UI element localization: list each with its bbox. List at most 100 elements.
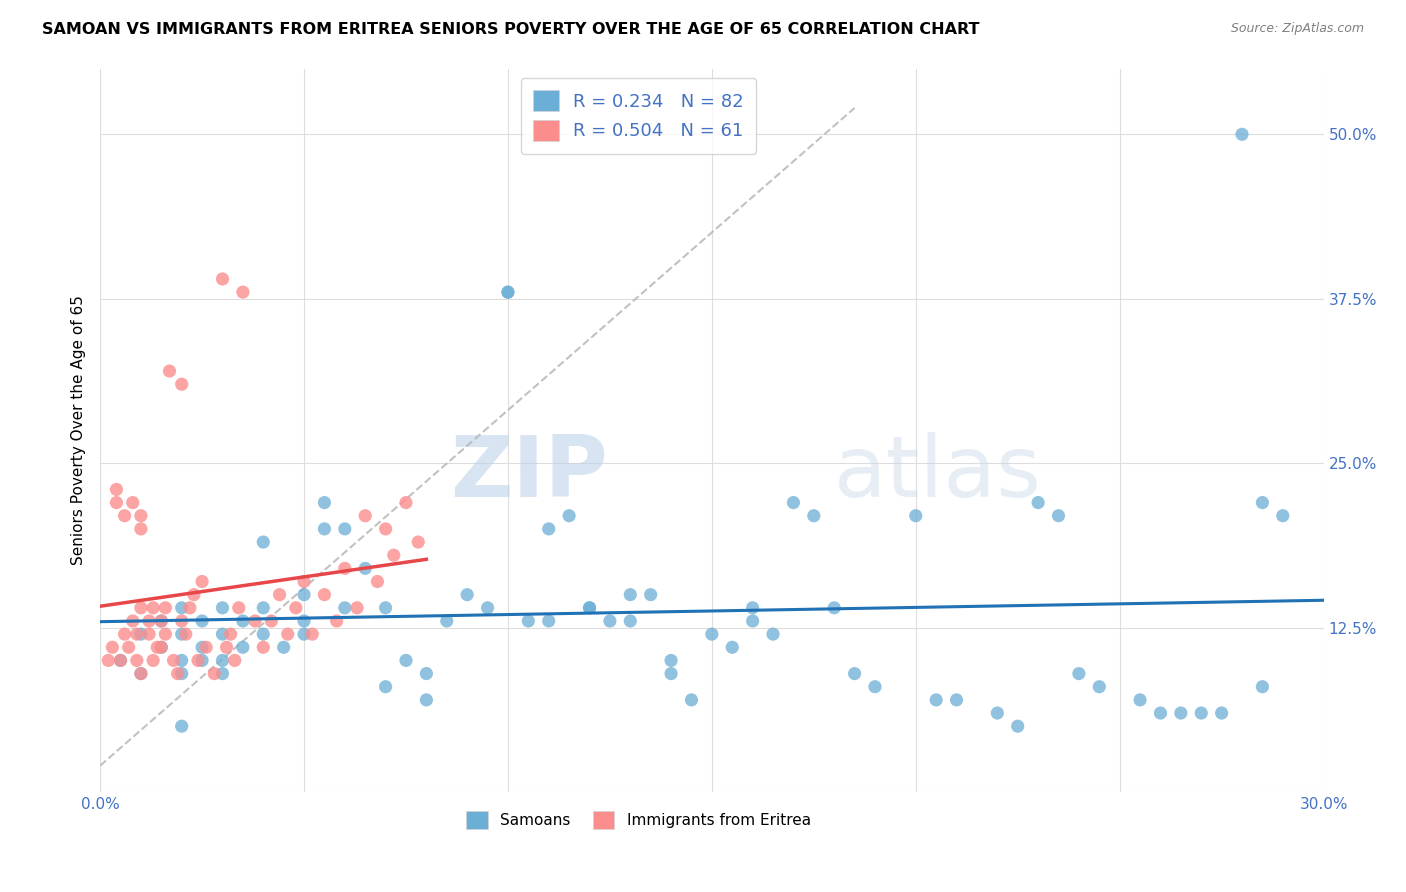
Point: [138, 627, 160, 641]
Point: [121, 614, 143, 628]
Point: [162, 653, 184, 667]
Point: [986, 706, 1008, 720]
Point: [1047, 508, 1070, 523]
Point: [496, 285, 519, 299]
Point: [211, 272, 233, 286]
Point: [558, 508, 581, 523]
Point: [166, 666, 188, 681]
Point: [211, 653, 233, 667]
Point: [97, 653, 120, 667]
Point: [129, 522, 152, 536]
Point: [110, 653, 132, 667]
Point: [762, 627, 785, 641]
Point: [863, 680, 886, 694]
Point: [232, 614, 254, 628]
Point: [224, 653, 246, 667]
Point: [125, 653, 148, 667]
Point: [537, 522, 560, 536]
Point: [228, 600, 250, 615]
Point: [292, 627, 315, 641]
Point: [333, 561, 356, 575]
Point: [187, 653, 209, 667]
Point: [252, 535, 274, 549]
Point: [191, 653, 214, 667]
Point: [174, 627, 197, 641]
Point: [125, 627, 148, 641]
Point: [110, 653, 132, 667]
Point: [1149, 706, 1171, 720]
Point: [260, 614, 283, 628]
Point: [105, 483, 128, 497]
Point: [395, 495, 418, 509]
Point: [150, 640, 173, 655]
Point: [155, 627, 177, 641]
Point: [374, 522, 396, 536]
Point: [232, 640, 254, 655]
Point: [578, 600, 600, 615]
Point: [1211, 706, 1233, 720]
Point: [243, 614, 266, 628]
Point: [374, 600, 396, 615]
Point: [232, 285, 254, 299]
Point: [269, 588, 291, 602]
Point: [129, 627, 152, 641]
Point: [179, 600, 201, 615]
Point: [436, 614, 458, 628]
Point: [314, 588, 336, 602]
Point: [925, 693, 948, 707]
Point: [537, 614, 560, 628]
Point: [1189, 706, 1212, 720]
Point: [150, 614, 173, 628]
Point: [1251, 495, 1274, 509]
Point: [1251, 680, 1274, 694]
Point: [578, 600, 600, 615]
Point: [904, 508, 927, 523]
Point: [1230, 128, 1253, 142]
Point: [142, 600, 165, 615]
Point: [721, 640, 744, 655]
Point: [118, 640, 141, 655]
Point: [346, 600, 368, 615]
Point: [477, 600, 499, 615]
Point: [803, 508, 825, 523]
Y-axis label: Seniors Poverty Over the Age of 65: Seniors Poverty Over the Age of 65: [72, 295, 86, 566]
Point: [292, 614, 315, 628]
Point: [129, 508, 152, 523]
Point: [1170, 706, 1192, 720]
Point: [517, 614, 540, 628]
Point: [121, 495, 143, 509]
Point: [325, 614, 347, 628]
Point: [202, 666, 225, 681]
Point: [211, 666, 233, 681]
Point: [301, 627, 323, 641]
Point: [170, 377, 193, 392]
Point: [741, 600, 763, 615]
Point: [101, 640, 124, 655]
Point: [659, 653, 682, 667]
Point: [105, 495, 128, 509]
Point: [155, 600, 177, 615]
Point: [1067, 666, 1090, 681]
Point: [129, 666, 152, 681]
Point: [219, 627, 242, 641]
Point: [191, 640, 214, 655]
Point: [314, 522, 336, 536]
Point: [284, 600, 307, 615]
Point: [159, 364, 181, 378]
Point: [395, 653, 418, 667]
Point: [142, 653, 165, 667]
Point: [183, 588, 205, 602]
Point: [844, 666, 866, 681]
Point: [191, 614, 214, 628]
Point: [129, 666, 152, 681]
Point: [1271, 508, 1294, 523]
Point: [382, 548, 405, 562]
Point: [252, 600, 274, 615]
Point: [191, 574, 214, 589]
Point: [114, 508, 136, 523]
Text: atlas: atlas: [834, 432, 1042, 516]
Point: [292, 574, 315, 589]
Point: [146, 640, 169, 655]
Point: [354, 508, 377, 523]
Point: [741, 614, 763, 628]
